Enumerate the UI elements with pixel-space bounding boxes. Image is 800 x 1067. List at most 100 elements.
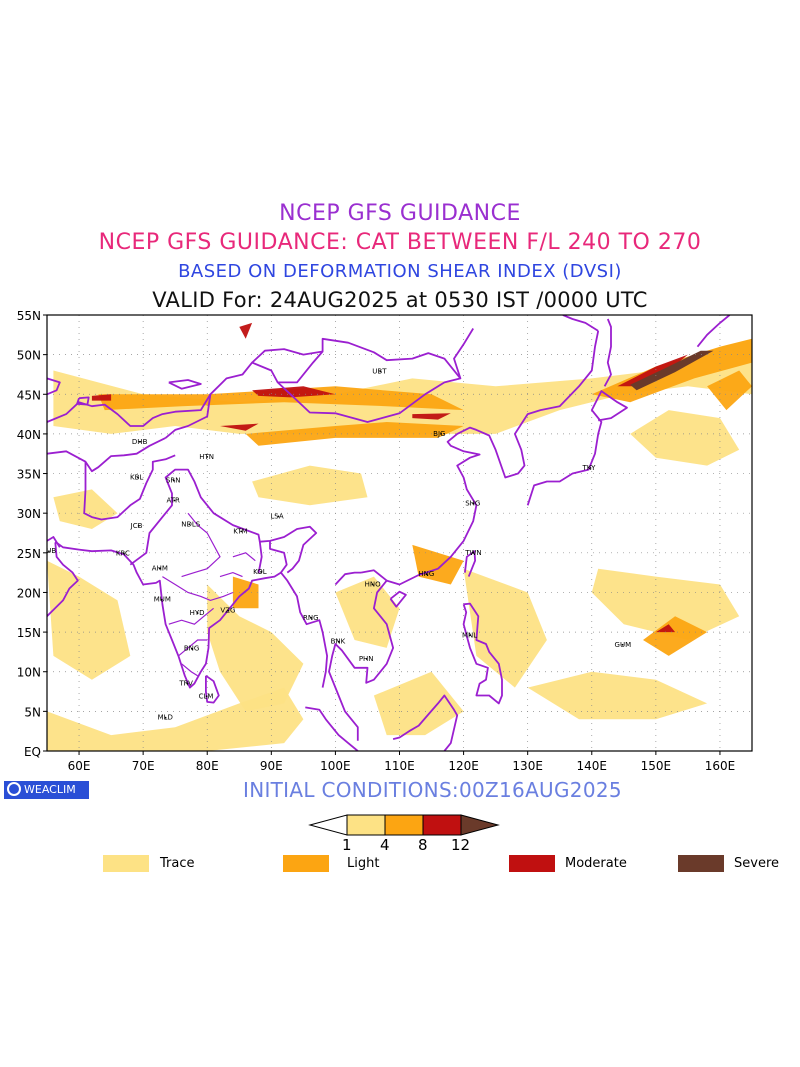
legend-severe-label: Severe <box>734 856 779 871</box>
country-borders <box>47 315 731 751</box>
map-plot-area: UBT BJG DHB HTN TKY KBL SRN SHG ATR LSA JCB NDLS KTM… <box>47 315 752 751</box>
border-line <box>47 536 61 548</box>
border-line <box>392 694 459 751</box>
station-dot <box>371 583 374 586</box>
border-line <box>129 468 318 574</box>
lon-label: 60E <box>68 759 91 773</box>
station-label-ndls: NDLS <box>181 520 201 528</box>
border-line <box>526 390 628 506</box>
moderate-area <box>655 624 676 633</box>
station-label-gum: GUM <box>615 641 632 649</box>
station-label-ktm: KTM <box>233 527 247 535</box>
station-labels: UBT BJG DHB HTN TKY KBL SRN SHG ATR LSA JCB NDLS KTM… <box>47 367 632 722</box>
station-dot <box>260 570 262 573</box>
station-dot <box>440 433 443 435</box>
station-label-phn: PHN <box>359 655 374 663</box>
trace-area <box>207 584 304 712</box>
valid-time-title: VALID For: 24AUG2025 at 0530 IST /0000 U… <box>152 288 648 312</box>
trace-area <box>252 465 368 506</box>
border-line <box>47 377 61 396</box>
station-label-trv: TRV <box>178 680 193 688</box>
colorbar-tick-12: 12 <box>451 836 471 854</box>
station-dot <box>164 716 167 719</box>
lat-label: 40N <box>17 428 41 442</box>
lon-label: 80E <box>196 759 219 773</box>
border-line <box>269 540 288 574</box>
border-line <box>76 396 90 406</box>
station-label-srn: SRN <box>166 477 181 485</box>
lon-label: 150E <box>641 759 672 773</box>
lon-label: 160E <box>705 759 736 773</box>
station-dot <box>188 523 191 526</box>
light-area <box>707 370 752 411</box>
border-line <box>334 571 361 586</box>
station-label-ahm: AHM <box>152 565 168 573</box>
legend-moderate-swatch <box>509 855 555 872</box>
station-label-bng: BNG <box>184 645 199 653</box>
legend-moderate-label: Moderate <box>565 856 627 871</box>
trace-area <box>335 576 400 648</box>
station-label-tky: TKY <box>581 464 596 472</box>
trace-area <box>53 338 752 434</box>
station-dot <box>310 616 312 619</box>
border-line <box>168 379 202 390</box>
state-border-line <box>181 663 198 677</box>
weaclim-badge-label: WEACLIM <box>24 783 76 796</box>
lat-label: EQ <box>24 745 41 759</box>
lat-label: 25N <box>17 547 41 561</box>
lon-label: 70E <box>132 759 155 773</box>
station-label-clm: CLM <box>199 692 214 700</box>
trace-area <box>630 410 740 466</box>
station-dot <box>472 502 475 505</box>
station-label-atr: ATR <box>167 496 181 504</box>
lat-label: 30N <box>17 507 41 521</box>
station-label-dhb: DHB <box>132 438 148 446</box>
colorbar-severe-arrow <box>460 814 500 836</box>
state-border-line <box>168 607 214 625</box>
light-area <box>412 544 464 585</box>
station-dot <box>139 440 141 443</box>
station-dot <box>227 609 230 612</box>
station-dot <box>190 647 193 650</box>
moderate-area <box>252 386 336 398</box>
state-border-line <box>232 552 256 562</box>
station-label-krc: KRC <box>116 550 130 558</box>
station-label-bjg: BJG <box>433 430 445 438</box>
light-area <box>643 616 708 656</box>
weaclim-logo-icon <box>7 782 21 796</box>
legend-severe-swatch <box>678 855 724 872</box>
severe-area <box>630 350 714 391</box>
trace-area <box>47 687 304 751</box>
trace-area <box>591 568 740 640</box>
station-label-lsa: LSA <box>270 512 283 520</box>
station-dot <box>48 550 50 553</box>
trace-area <box>47 560 131 680</box>
border-line <box>251 337 462 379</box>
station-dot <box>277 515 280 518</box>
lon-label: 130E <box>512 759 543 773</box>
trace-area <box>463 568 547 688</box>
lat-label: 50N <box>17 349 41 363</box>
station-label-htn: HTN <box>199 453 214 461</box>
station-label-mum: MUM <box>154 596 171 604</box>
state-border-line <box>178 639 208 657</box>
border-line <box>257 541 263 574</box>
station-label-rng: RNG <box>303 614 319 622</box>
colorbar <box>308 814 500 836</box>
station-dot <box>425 573 428 576</box>
border-line <box>562 315 599 332</box>
station-label-kol: KOL <box>253 568 267 576</box>
light-area <box>98 386 464 411</box>
station-dot <box>379 370 382 373</box>
colorbar-tick-1: 1 <box>342 836 352 854</box>
colorbar-light-box <box>384 814 424 836</box>
station-label-hyd: HYD <box>190 609 205 617</box>
lon-label: 90E <box>260 759 283 773</box>
title-line-3: BASED ON DEFORMATION SHEAR INDEX (DVSI) <box>178 261 622 282</box>
station-label-mld: MLD <box>158 714 173 722</box>
colorbar-tick-8: 8 <box>418 836 428 854</box>
initial-conditions-label: INITIAL CONDITIONS:00Z16AUG2025 <box>243 778 622 802</box>
border-line <box>386 330 600 586</box>
station-dot <box>589 467 592 469</box>
